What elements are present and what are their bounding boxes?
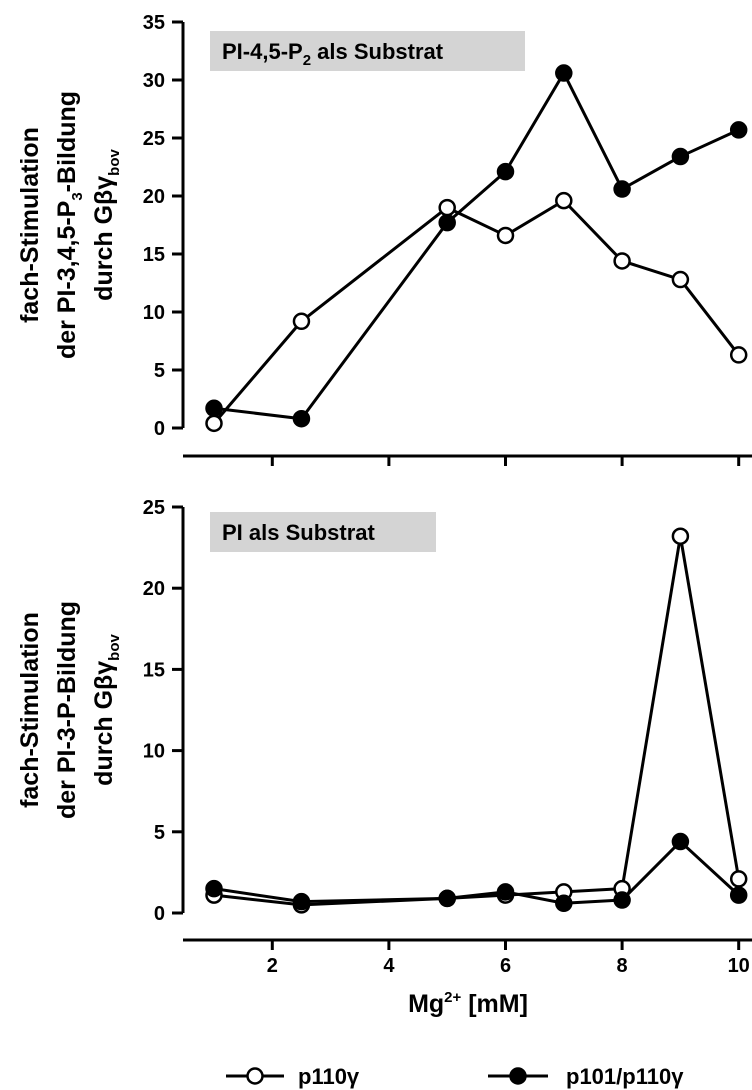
panel-1: 0 5 10 15 20 25 30 35 PI-4,5-P2 als Substrat fach… [16,12,752,466]
series-line [212,199,740,425]
data-point [438,889,456,908]
x-tick-label: 10 [728,955,750,977]
data-point [496,226,515,245]
x-axis-title-main: Mg [408,990,444,1018]
y-tick-label: 15 [143,244,165,266]
legend-label: p110γ [298,1064,360,1089]
data-point [671,147,690,166]
x-tick-label: 6 [500,955,511,977]
data-point [729,121,748,139]
y-tick-label: 5 [154,360,165,382]
y-axis-title-rest: -Bildung [53,91,81,192]
y-axis-title-text: durch Gβγ [90,661,118,786]
panel-2: 0 5 10 15 20 25 2 4 6 8 10 PI als Substrat fach-Stim… [16,497,752,977]
y-axis-title-line-2: der PI-3,4,5-P3-Bildung [53,91,86,359]
y-tick-label: 35 [143,12,165,34]
data-point [205,399,223,418]
x-axis-title: Mg2+ [mM] [408,989,528,1018]
y-axis-title-text: fach-Stimulation [16,612,44,808]
data-point [613,252,631,270]
series-line [213,71,740,421]
data-point [555,894,573,913]
legend-label: p101/p110γ [566,1064,684,1089]
y-tick-label: 25 [143,128,165,150]
x-axis-title-superscript: 2+ [444,989,461,1006]
x-tick-label: 8 [617,955,628,977]
data-point [729,870,748,888]
y-tick-label: 10 [143,741,165,763]
data-point [613,891,631,909]
data-point [496,162,515,181]
data-point [729,886,748,904]
annotation-main: PI als Substrat [222,520,376,545]
annotation-rest: als Substrat [311,39,444,64]
y-axis-title-text: fach-Stimulation [16,127,44,323]
y-tick-label: 25 [143,497,165,519]
annotation-text: PI-4,5-P2 als Substrat [222,39,444,69]
data-point [292,312,311,331]
series-line [213,840,740,905]
y-axis-title-text: der PI-3-P-Bildung [53,601,81,819]
data-point [496,883,515,901]
legend-marker [509,1067,527,1085]
data-point [729,346,748,364]
legend-marker [246,1067,264,1085]
data-point [555,191,573,210]
data-point [555,64,573,82]
data-point [205,414,223,433]
data-point [292,409,311,428]
annotation-box [210,31,525,71]
annotation-box [210,512,436,552]
y-axis-title-line-1: fach-Stimulation [16,612,44,808]
data-point [671,527,690,545]
y-axis-title-text: durch Gβγ [90,176,118,301]
y-tick-label: 0 [154,903,165,925]
series-line [213,534,741,907]
annotation-subscript: 2 [303,52,311,69]
annotation-main: PI-4,5-P [222,39,303,64]
y-tick-label: 10 [143,302,165,324]
y-axis-title-line-1: fach-Stimulation [16,127,44,323]
x-tick-label: 4 [383,955,395,977]
series-p101-p110g [205,64,748,428]
series-p110g [205,191,748,433]
y-axis-title-line-2: der PI-3-P-Bildung [53,601,81,819]
y-axis-title-subscript: 3 [69,192,86,200]
y-tick-label: 20 [143,186,165,208]
data-point [671,832,690,851]
y-axis-title-line-3: durch Gβγbov [90,634,123,786]
y-axis-title-text: der PI-3,4,5-P [53,201,81,359]
x-axis-title-rest: [mM] [461,990,528,1018]
y-tick-label: 0 [154,418,165,440]
x-tick-label: 2 [267,955,278,977]
legend-item-2: p101/p110γ [488,1064,684,1089]
annotation-text: PI als Substrat [222,520,376,545]
y-tick-label: 5 [154,822,165,844]
data-point [205,879,223,898]
data-point [613,180,631,198]
y-tick-label: 15 [143,659,165,681]
data-point [438,213,456,232]
data-point [292,892,311,911]
data-point [671,270,690,289]
y-axis-title-line-3: durch Gβγbov [90,149,123,301]
legend-item-1: p110γ [226,1064,360,1089]
series-p101-p110g [205,832,748,913]
y-axis-title-subscript: bov [106,634,123,661]
y-tick-label: 30 [143,70,165,92]
y-tick-label: 20 [143,578,165,600]
data-point [438,198,456,217]
y-axis-title-subscript: bov [106,149,123,176]
